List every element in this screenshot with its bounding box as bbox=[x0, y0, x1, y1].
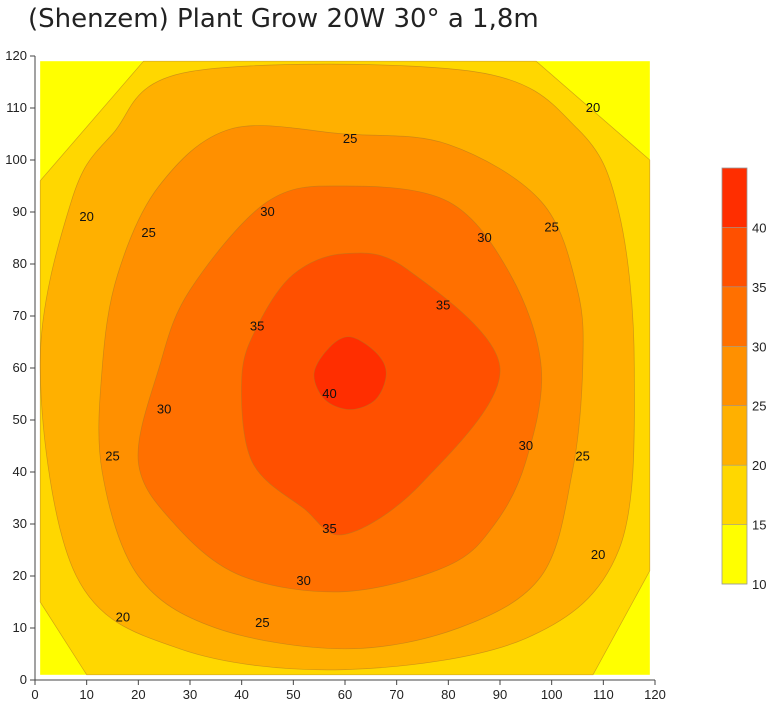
y-tick-label: 30 bbox=[13, 516, 27, 531]
colorbar-swatch bbox=[722, 346, 747, 406]
colorbar-swatch bbox=[722, 286, 747, 347]
contour-label: 30 bbox=[296, 573, 310, 588]
colorbar-tick-label: 10 bbox=[752, 577, 766, 592]
colorbar-tick-label: 35 bbox=[752, 280, 766, 295]
x-tick-label: 80 bbox=[441, 687, 455, 702]
contour-line-25 bbox=[98, 125, 584, 650]
contour-label: 30 bbox=[260, 204, 274, 219]
colorbar-tick-label: 20 bbox=[752, 458, 766, 473]
chart-title: (Shenzem) Plant Grow 20W 30° a 1,8m bbox=[28, 4, 539, 34]
contour-label: 25 bbox=[544, 220, 558, 235]
colorbar-swatch bbox=[722, 227, 747, 287]
y-tick-label: 40 bbox=[13, 464, 27, 479]
contour-label: 20 bbox=[79, 209, 93, 224]
contour-label: 25 bbox=[105, 448, 119, 463]
y-tick-label: 90 bbox=[13, 204, 27, 219]
x-tick-label: 90 bbox=[493, 687, 507, 702]
contour-label: 25 bbox=[141, 225, 155, 240]
contour-label: 20 bbox=[116, 610, 130, 625]
y-tick-label: 70 bbox=[13, 308, 27, 323]
y-tick-label: 120 bbox=[5, 48, 27, 63]
x-tick-label: 100 bbox=[541, 687, 563, 702]
y-tick-label: 20 bbox=[13, 568, 27, 583]
x-tick-label: 110 bbox=[593, 687, 614, 702]
colorbar-tick-label: 15 bbox=[752, 518, 766, 533]
contour-label: 35 bbox=[436, 298, 450, 313]
x-tick-label: 40 bbox=[234, 687, 248, 702]
colorbar-tick-label: 25 bbox=[752, 399, 766, 414]
y-tick-label: 0 bbox=[20, 672, 27, 687]
colorbar: 10 15 20 25 30 35 40 bbox=[721, 167, 766, 592]
contour-label: 30 bbox=[157, 402, 171, 417]
axes: 0 10 20 30 40 50 60 70 80 90 100 110 120 0 10 20 30 40 50 6… bbox=[5, 48, 666, 702]
colorbar-swatch bbox=[722, 465, 747, 525]
colorbar-swatch bbox=[722, 168, 747, 228]
y-tick-label: 60 bbox=[13, 360, 27, 375]
x-tick-label: 70 bbox=[389, 687, 403, 702]
contour-line-15 bbox=[39, 60, 651, 676]
y-tick-label: 110 bbox=[6, 100, 27, 115]
x-tick-label: 60 bbox=[338, 687, 352, 702]
colorbar-swatch bbox=[722, 524, 747, 584]
contour-line-30 bbox=[137, 185, 543, 593]
colorbar-tick-label: 30 bbox=[752, 339, 766, 354]
contour-label: 40 bbox=[322, 386, 336, 401]
contour-label: 25 bbox=[575, 448, 589, 463]
contour-label: 25 bbox=[255, 615, 269, 630]
contour-labels: 25 20 20 25 30 30 25 35 35 40 30 30 25 25 35 30 20 20 25 bbox=[79, 100, 605, 630]
contour-band-40 bbox=[313, 336, 387, 410]
contour-label: 20 bbox=[591, 547, 605, 562]
x-tick-label: 10 bbox=[79, 687, 93, 702]
contour-label: 30 bbox=[477, 230, 491, 245]
x-tick-label: 120 bbox=[644, 687, 666, 702]
y-tick-label: 100 bbox=[5, 152, 27, 167]
contour-label: 25 bbox=[343, 131, 357, 146]
x-tick-label: 0 bbox=[31, 687, 38, 702]
x-tick-label: 30 bbox=[183, 687, 197, 702]
y-tick-label: 10 bbox=[13, 620, 27, 635]
contour-label: 30 bbox=[519, 438, 533, 453]
colorbar-tick-label: 40 bbox=[752, 220, 766, 235]
contour-label: 35 bbox=[250, 318, 264, 333]
y-tick-label: 80 bbox=[13, 256, 27, 271]
contour-lines bbox=[39, 60, 651, 676]
contour-label: 20 bbox=[586, 100, 600, 115]
x-tick-label: 20 bbox=[131, 687, 145, 702]
contour-label: 35 bbox=[322, 521, 336, 536]
y-tick-label: 50 bbox=[13, 412, 27, 427]
plot-field bbox=[40, 61, 650, 675]
colorbar-swatch bbox=[722, 405, 747, 466]
contour-line-20 bbox=[39, 63, 635, 671]
contour-line-35 bbox=[241, 252, 501, 536]
contour-line-40 bbox=[313, 336, 387, 410]
x-tick-label: 50 bbox=[286, 687, 300, 702]
